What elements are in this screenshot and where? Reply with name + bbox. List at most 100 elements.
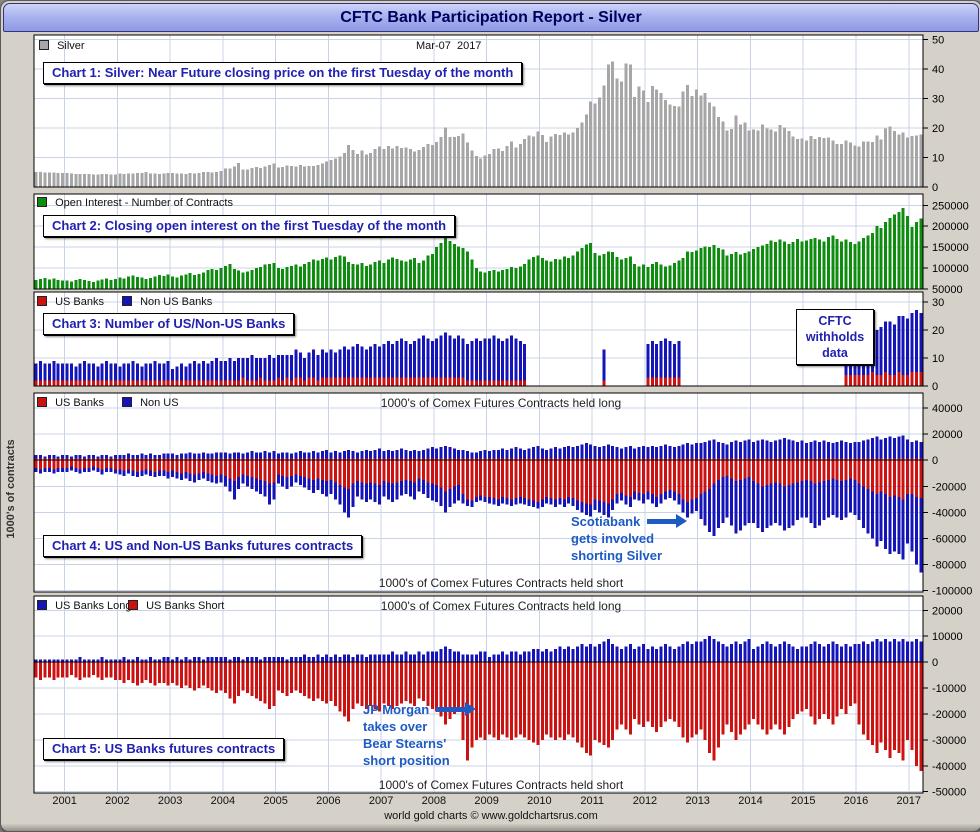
x-axis-year-label: 2013 [685,795,710,807]
chart2-plot: 250000 200000 150000 100000 50000 [33,193,969,296]
jp-morgan-annotation-head: JP Morgan [363,702,430,717]
svg-text:20: 20 [932,325,944,337]
svg-text:-20000: -20000 [932,481,966,493]
svg-text:40: 40 [932,64,944,76]
us-banks-legend-label: US Banks [55,296,104,308]
panel-chart4: 40000 20000 0 -20000 -40000 -60000 -80000 -1000… [31,392,980,598]
svg-text:0: 0 [932,381,938,393]
panel-chart1: 50 40 30 20 10 0 [31,34,980,194]
non-us-banks-legend-label: Non US Banks [140,296,213,308]
x-axis-year-label: 2014 [738,795,763,807]
svg-text:-20000: -20000 [932,709,966,721]
svg-text:20: 20 [932,123,944,135]
scotiabank-annotation-tail: gets involved shorting Silver [571,531,663,563]
x-axis-year-label: 2016 [843,795,869,807]
x-axis-year-label: 2004 [210,795,236,807]
svg-text:20000: 20000 [932,605,963,617]
svg-text:100000: 100000 [932,263,969,275]
chart1-date-label: Mar-07 2017 [416,40,482,52]
chart4-held-long-label: 1000's of Comex Futures Contracts held l… [380,396,622,410]
chart5-plot: 20000 10000 0 -10000 -20000 -30000 -40000 -5000… [33,595,966,799]
jp-morgan-annotation: JP Morgan takes over Bear Stearns' short… [363,701,477,769]
chart1-plot: 50 40 30 20 10 0 [33,34,944,194]
chart3-title: Chart 3: Number of US/Non-US Banks [43,313,295,335]
svg-text:-30000: -30000 [932,735,966,747]
x-axis-year-label: 2007 [368,795,394,807]
us-banks-legend-swatch [37,397,47,407]
svg-text:10: 10 [932,353,944,365]
svg-text:20000: 20000 [932,429,963,441]
chart1-legend: Silver [39,40,85,52]
jp-morgan-annotation-tail: takes over Bear Stearns' short position [363,719,450,768]
cftc-withholds-data-annotation: CFTC withholds data [796,309,874,365]
us-banks-long-legend-label: US Banks Long [55,600,132,612]
svg-text:-80000: -80000 [932,560,966,572]
panel-chart5: 20000 10000 0 -10000 -20000 -30000 -40000 -5000… [31,595,980,799]
x-axis-year-label: 2009 [474,795,499,807]
chart5-held-short-label: 1000's of Comex Futures Contracts held s… [378,778,624,792]
left-axis-label: 1000's of contracts [5,439,17,539]
svg-text:30: 30 [932,93,944,105]
x-axis-year-label: 2001 [52,795,77,807]
us-banks-short-legend-swatch [128,600,138,610]
panel-chart2: 250000 200000 150000 100000 50000 [31,193,980,296]
chart3-plot: 30 20 10 0 [33,291,944,393]
x-axis-year-label: 2015 [790,795,816,807]
svg-text:10000: 10000 [932,631,963,643]
scotiabank-annotation-head: Scotiabank [571,514,641,529]
chart3-legend-us: US Banks [37,296,104,308]
chart5-legend-long: US Banks Long [37,600,132,612]
chart5-legend-short: US Banks Short [128,600,225,612]
silver-legend-label: Silver [57,40,85,52]
chart1-title: Chart 1: Silver: Near Future closing pri… [43,62,523,84]
svg-text:0: 0 [932,657,938,669]
svg-text:10: 10 [932,152,944,164]
scotiabank-annotation: Scotiabank gets involved shorting Silver [571,513,688,564]
svg-text:200000: 200000 [932,221,969,233]
x-axis-year-label: 2012 [632,795,658,807]
x-axis-year-label: 2006 [316,795,341,807]
svg-text:-60000: -60000 [932,533,966,545]
non-us-legend-label: Non US [140,397,179,409]
svg-text:50: 50 [932,34,944,46]
svg-text:0: 0 [932,455,938,467]
us-banks-short-legend-label: US Banks Short [146,600,225,612]
x-axis-year-label: 2008 [421,795,447,807]
x-axis-year-labels: 2001 2002 2003 2004 2005 2006 2007 2008 2009 2010… [31,795,980,810]
svg-text:150000: 150000 [932,242,969,254]
us-banks-long-legend-swatch [37,600,47,610]
chart5-held-long-label: 1000's of Comex Futures Contracts held l… [380,599,622,613]
svg-text:-10000: -10000 [932,683,966,695]
x-axis-year-label: 2005 [263,795,288,807]
chart4-legend-us: US Banks [37,397,104,409]
non-us-legend-swatch [122,397,132,407]
right-arrow-icon [647,514,688,528]
chart4-title: Chart 4: US and Non-US Banks futures con… [43,535,363,557]
svg-text:30: 30 [932,297,944,309]
chart4-legend-nonus: Non US [122,397,179,409]
window-bottom-edge [1,824,980,831]
chart4-held-short-label: 1000's of Comex Futures Contracts held s… [378,576,624,590]
x-axis-year-label: 2011 [580,795,605,807]
svg-text:-100000: -100000 [932,586,972,598]
chart5-title: Chart 5: US Banks futures contracts [43,738,285,760]
svg-text:-40000: -40000 [932,761,966,773]
svg-text:0: 0 [932,182,938,194]
page-title: CFTC Bank Participation Report - Silver [340,9,642,26]
svg-text:50000: 50000 [932,284,963,296]
footer-credit: world gold charts © www.goldchartsrus.co… [384,810,598,822]
x-axis-year-label: 2002 [105,795,130,807]
x-axis-year-label: 2017 [896,795,921,807]
svg-text:250000: 250000 [932,200,969,212]
silver-legend-swatch [39,40,49,50]
right-arrow-icon [436,702,477,716]
chart3-legend-nonus: Non US Banks [122,296,213,308]
open-interest-legend-label: Open Interest - Number of Contracts [55,197,233,209]
chart4-plot: 40000 20000 0 -20000 -40000 -60000 -80000 -1000… [33,392,972,598]
open-interest-legend-swatch [37,197,47,207]
panel-chart3: 30 20 10 0 [31,291,980,393]
x-axis-year-label: 2010 [527,795,552,807]
svg-text:-40000: -40000 [932,507,966,519]
